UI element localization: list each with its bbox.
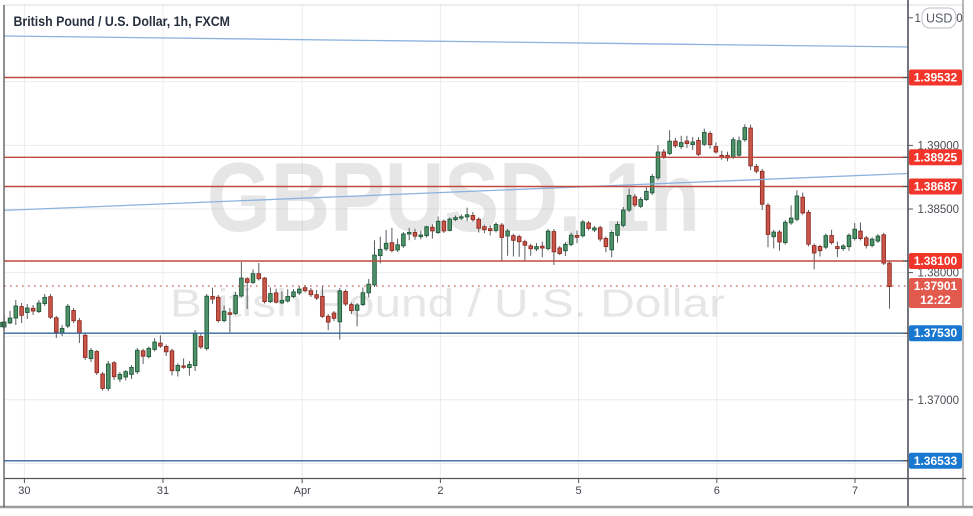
svg-text:31: 31 (157, 485, 169, 497)
svg-text:1.37530: 1.37530 (914, 326, 958, 340)
svg-text:12:22: 12:22 (920, 293, 951, 307)
svg-text:5: 5 (576, 485, 582, 497)
svg-text:0: 0 (956, 13, 962, 25)
svg-text:1.38925: 1.38925 (914, 150, 958, 164)
svg-text:7: 7 (852, 485, 858, 497)
svg-text:6: 6 (714, 485, 720, 497)
svg-text:1.39532: 1.39532 (914, 71, 958, 85)
svg-text:GBPUSD, 1h: GBPUSD, 1h (207, 142, 700, 252)
svg-text:1.38000: 1.38000 (918, 268, 960, 280)
svg-text:USD: USD (926, 12, 952, 26)
svg-text:British Pound / U.S. Dollar: British Pound / U.S. Dollar (170, 283, 725, 326)
svg-text:1.38100: 1.38100 (914, 254, 958, 268)
svg-text:1.37901: 1.37901 (914, 279, 958, 293)
svg-text:British Pound / U.S. Dollar, 1: British Pound / U.S. Dollar, 1h, FXCM (14, 14, 231, 29)
svg-text:1: 1 (915, 13, 921, 25)
svg-text:1.38687: 1.38687 (914, 180, 958, 194)
svg-text:Apr: Apr (294, 485, 311, 497)
svg-text:1.37000: 1.37000 (918, 395, 960, 407)
svg-text:1.36533: 1.36533 (914, 454, 958, 468)
svg-text:2: 2 (437, 485, 443, 497)
svg-text:1.38500: 1.38500 (918, 204, 960, 216)
svg-text:30: 30 (18, 485, 30, 497)
